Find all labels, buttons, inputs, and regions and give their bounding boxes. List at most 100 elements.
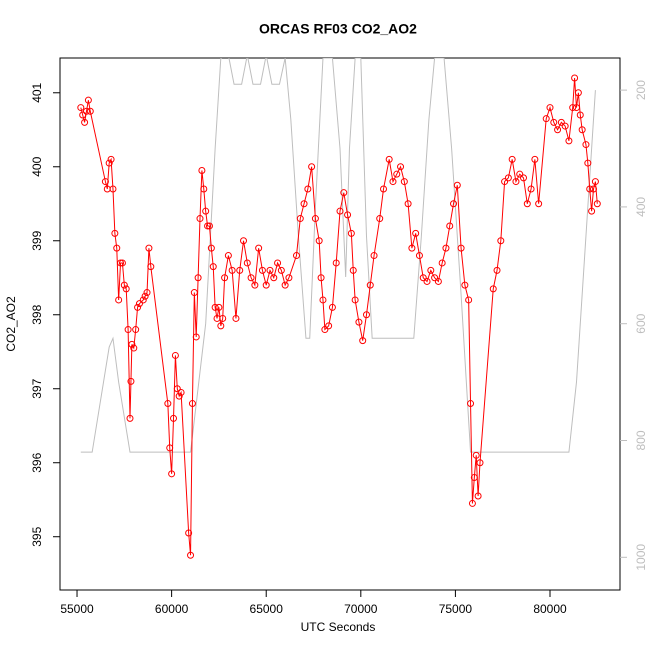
- data-point: [107, 155, 115, 163]
- data-point: [325, 322, 333, 330]
- data-point: [476, 459, 484, 467]
- x-tick-label: 80000: [533, 602, 567, 616]
- data-point: [472, 451, 480, 459]
- data-point: [292, 252, 300, 260]
- data-point: [565, 137, 573, 145]
- data-point: [145, 244, 153, 252]
- y-tick-label: 396: [30, 452, 44, 472]
- data-point: [569, 104, 577, 112]
- data-point: [113, 244, 121, 252]
- data-point: [520, 174, 528, 182]
- data-point: [423, 277, 431, 285]
- data-point: [446, 222, 454, 230]
- data-point: [270, 274, 278, 282]
- data-point: [120, 281, 128, 289]
- x-tick-label: 70000: [344, 602, 378, 616]
- data-point: [281, 281, 289, 289]
- data-point: [576, 111, 584, 119]
- plot-area: [77, 58, 601, 559]
- data-point: [404, 200, 412, 208]
- x-axis-label: UTC Seconds: [301, 620, 376, 634]
- data-point: [194, 274, 202, 282]
- y2-tick-label: 400: [634, 197, 648, 217]
- data-point: [393, 170, 401, 178]
- data-point: [170, 414, 178, 422]
- data-point: [79, 111, 87, 119]
- data-point: [450, 200, 458, 208]
- data-point: [274, 259, 282, 267]
- data-point: [77, 104, 85, 112]
- data-point: [164, 400, 172, 408]
- data-point: [362, 311, 370, 319]
- data-point: [134, 303, 142, 311]
- data-point: [117, 259, 125, 267]
- data-point: [166, 444, 174, 452]
- data-point: [118, 259, 126, 267]
- data-point: [332, 259, 340, 267]
- y2-tick-label: 1000: [634, 544, 648, 571]
- data-point: [516, 170, 524, 178]
- data-point: [219, 314, 227, 322]
- data-point: [147, 263, 155, 271]
- data-point: [527, 185, 535, 193]
- data-point: [82, 107, 90, 115]
- data-point: [557, 118, 565, 126]
- data-point: [535, 200, 543, 208]
- data-point: [412, 229, 420, 237]
- data-point: [336, 207, 344, 215]
- data-line: [80, 58, 596, 453]
- data-point: [84, 96, 92, 104]
- data-point: [415, 252, 423, 260]
- data-point: [317, 274, 325, 282]
- data-point: [228, 266, 236, 274]
- data-point: [209, 263, 217, 271]
- data-point: [470, 474, 478, 482]
- data-point: [359, 337, 367, 345]
- data-point: [578, 126, 586, 134]
- data-point: [187, 551, 195, 559]
- data-point: [351, 296, 359, 304]
- data-point: [344, 211, 352, 219]
- data-point: [135, 300, 143, 308]
- data-point: [127, 377, 135, 385]
- data-point: [200, 185, 208, 193]
- data-point: [523, 200, 531, 208]
- data-line: [80, 77, 598, 556]
- data-point: [190, 289, 198, 297]
- data-point: [204, 222, 212, 230]
- data-point: [493, 266, 501, 274]
- data-point: [296, 215, 304, 223]
- data-point: [243, 259, 251, 267]
- data-point: [101, 178, 109, 186]
- data-point: [132, 326, 140, 334]
- data-point: [247, 274, 255, 282]
- data-point: [591, 178, 599, 186]
- data-point: [221, 274, 229, 282]
- data-point: [584, 159, 592, 167]
- data-point: [574, 89, 582, 97]
- data-point: [376, 215, 384, 223]
- data-point: [277, 266, 285, 274]
- data-point: [385, 155, 393, 163]
- data-point: [501, 178, 509, 186]
- data-point: [130, 344, 138, 352]
- data-point: [255, 244, 263, 252]
- data-point: [173, 385, 181, 393]
- data-point: [308, 163, 316, 171]
- data-point: [262, 281, 270, 289]
- data-point: [236, 266, 244, 274]
- data-point: [232, 314, 240, 322]
- data-point: [321, 326, 329, 334]
- data-point: [408, 244, 416, 252]
- data-point: [115, 296, 123, 304]
- data-point: [128, 340, 136, 348]
- data-point: [531, 155, 539, 163]
- y-tick-label: 399: [30, 230, 44, 250]
- chart-title: ORCAS RF03 CO2_AO2: [259, 21, 417, 37]
- data-point: [550, 118, 558, 126]
- data-point: [340, 189, 348, 197]
- y-tick-label: 400: [30, 156, 44, 176]
- data-point: [177, 388, 185, 396]
- data-point: [546, 104, 554, 112]
- data-point: [124, 326, 132, 334]
